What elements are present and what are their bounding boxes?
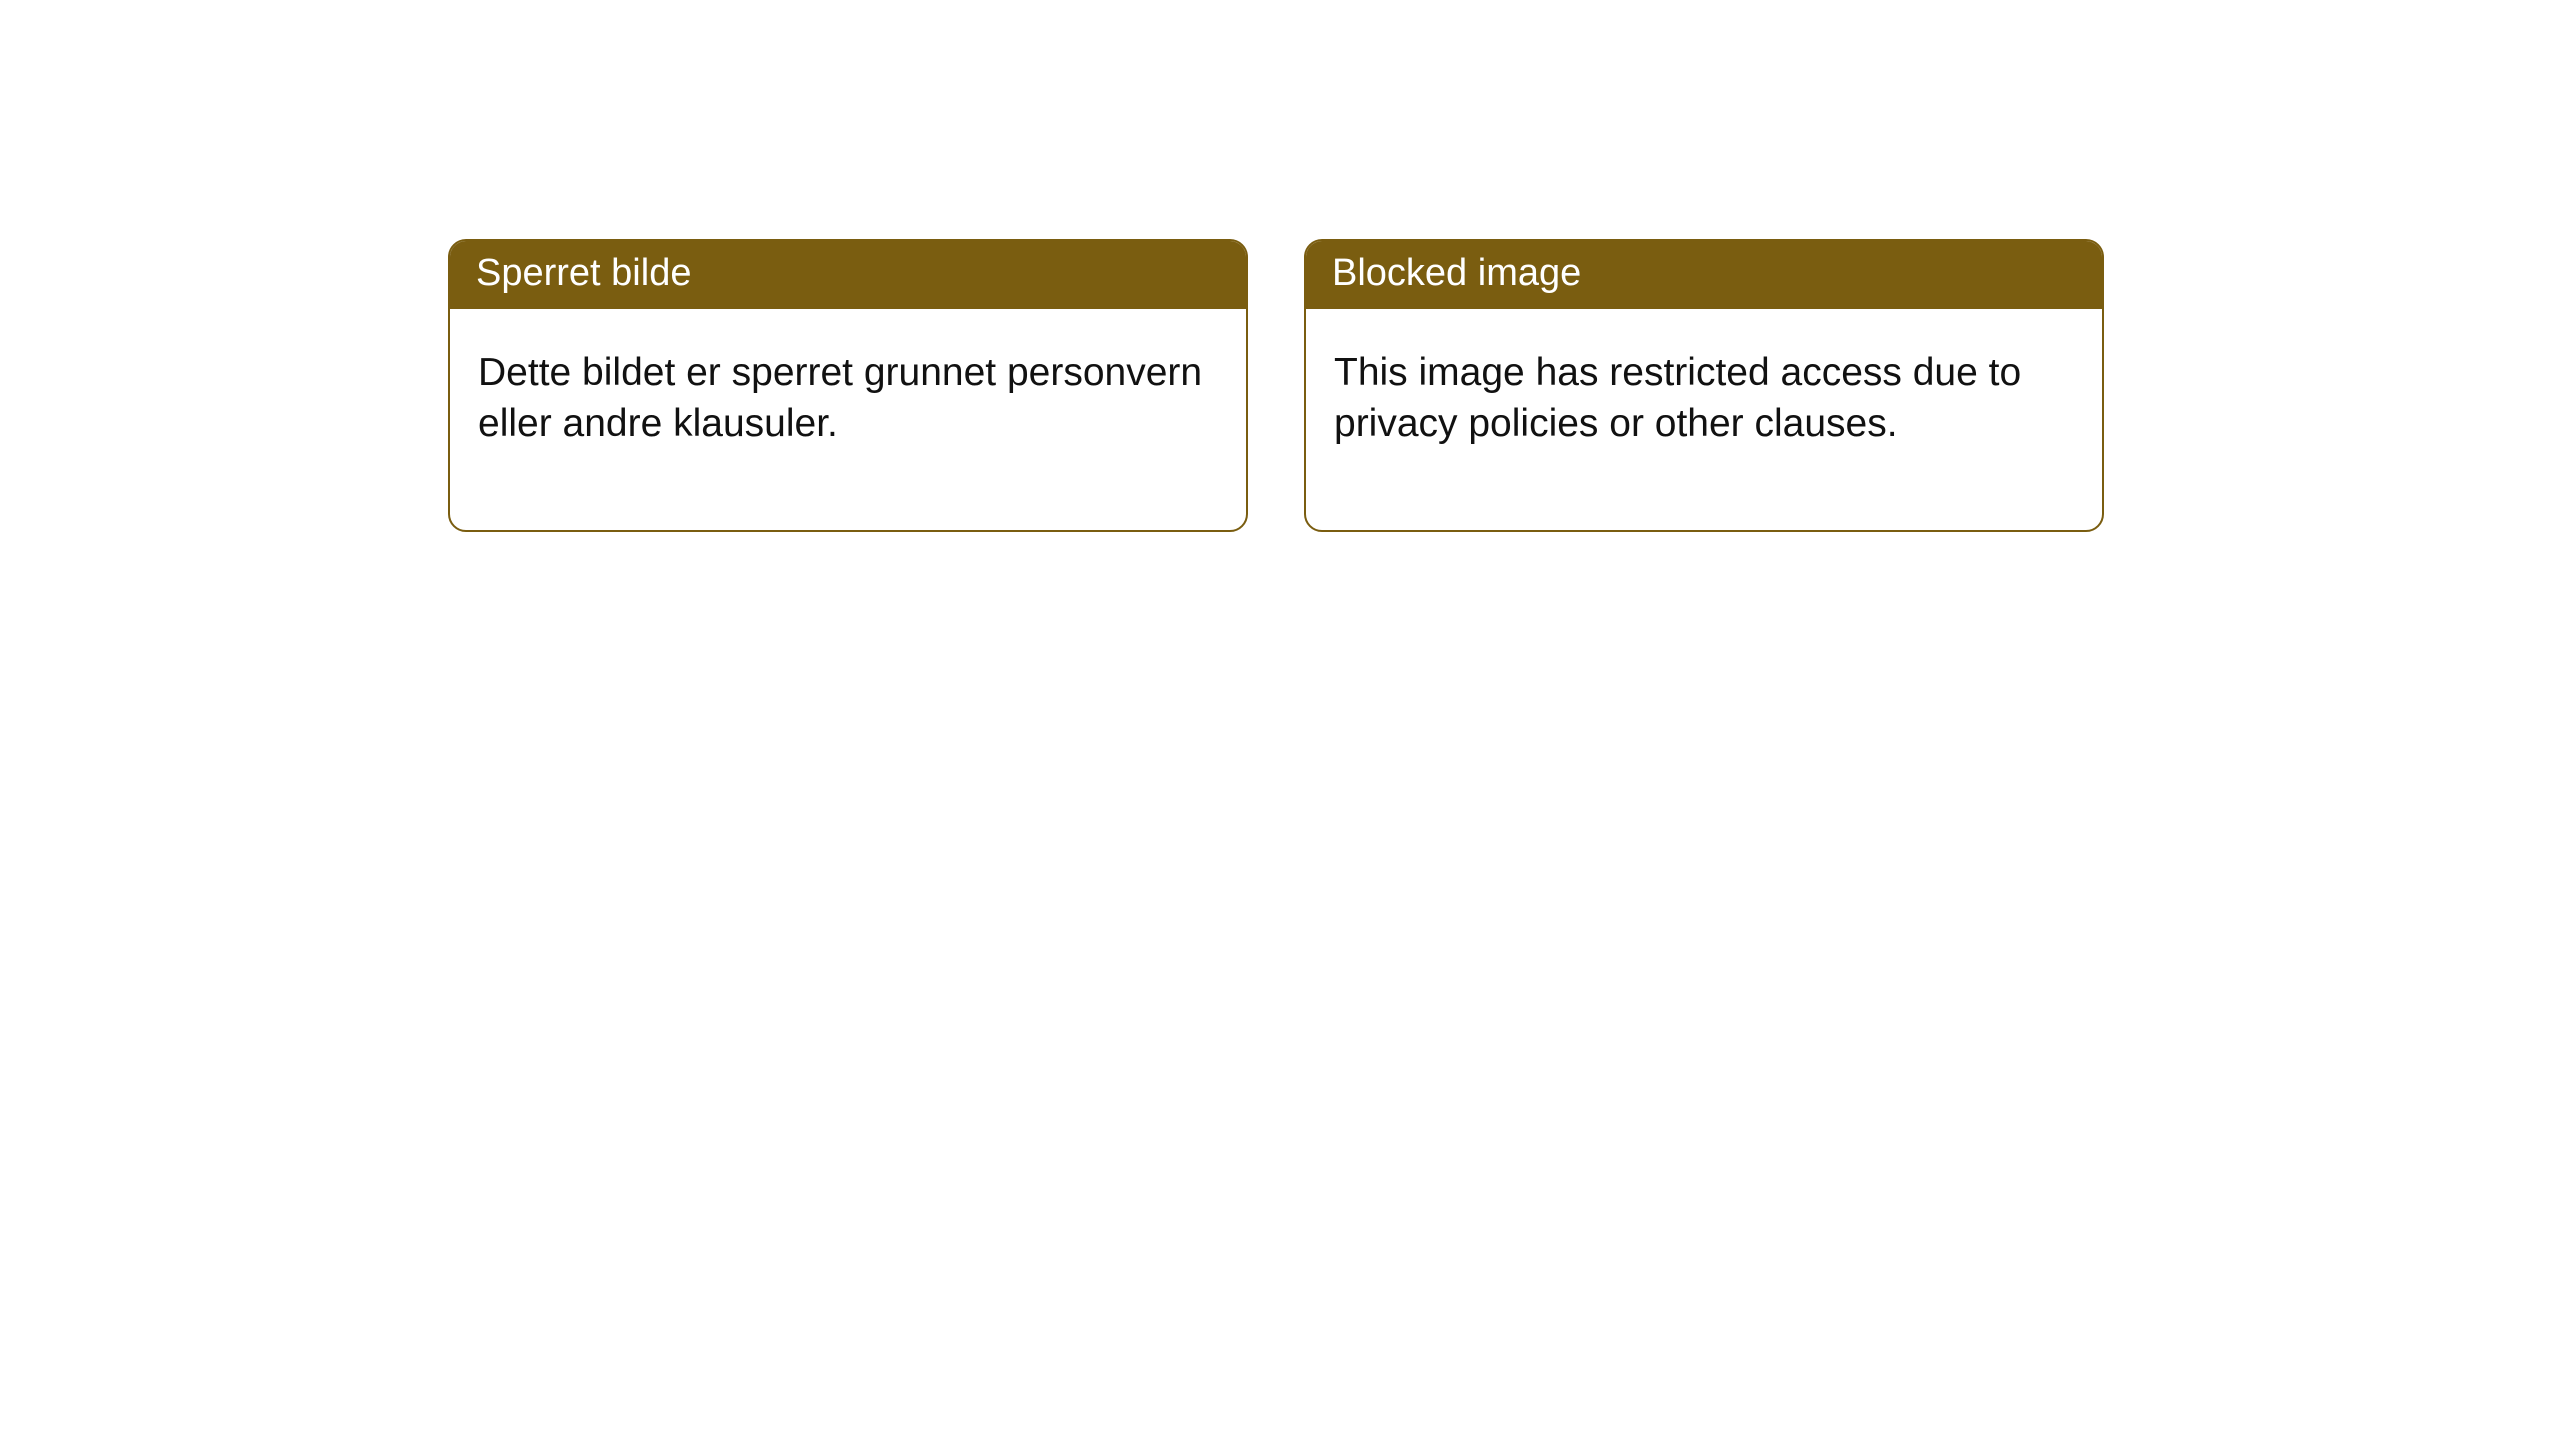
- notice-container: Sperret bilde Dette bildet er sperret gr…: [0, 0, 2560, 532]
- notice-card-title: Blocked image: [1306, 241, 2102, 309]
- notice-card-body: Dette bildet er sperret grunnet personve…: [450, 309, 1246, 531]
- notice-card-body: This image has restricted access due to …: [1306, 309, 2102, 531]
- notice-card-norwegian: Sperret bilde Dette bildet er sperret gr…: [448, 239, 1248, 532]
- notice-card-english: Blocked image This image has restricted …: [1304, 239, 2104, 532]
- notice-card-title: Sperret bilde: [450, 241, 1246, 309]
